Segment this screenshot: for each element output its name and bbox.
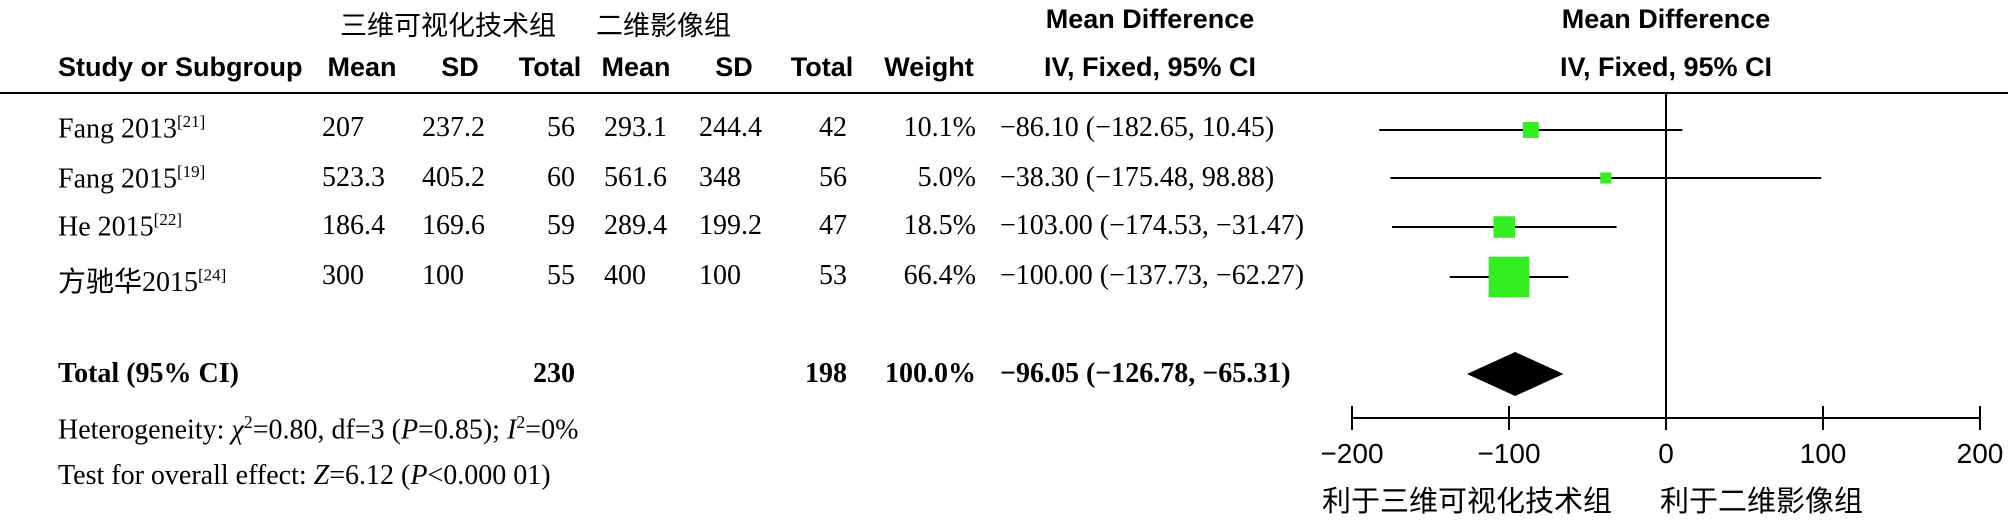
col-sd2: SD (715, 52, 753, 82)
x-tick-label: −200 (1320, 438, 1383, 469)
study-square (1600, 172, 1612, 184)
mean1-cell: 186.4 (322, 210, 385, 241)
x-tick-label: 100 (1800, 438, 1847, 469)
sd1-cell: 169.6 (422, 210, 485, 241)
n1-cell: 55 (547, 260, 575, 291)
md-title-left: Mean Difference (1045, 4, 1255, 34)
n2-cell: 56 (819, 162, 847, 193)
col-mean1: Mean (327, 52, 397, 82)
study-name: 方驰华2015[24] (58, 265, 227, 298)
overall-effect-text: Test for overall effect: Z=6.12 (P<0.000… (58, 460, 551, 491)
mean1-cell: 523.3 (322, 162, 385, 193)
sd1-cell: 237.2 (422, 112, 485, 143)
n2-cell: 42 (819, 112, 847, 143)
md-sub-right: IV, Fixed, 95% CI (1559, 52, 1773, 82)
col-total2: Total (790, 52, 854, 82)
study-square (1522, 122, 1539, 138)
sd2-cell: 244.4 (699, 112, 762, 143)
study-name: Fang 2013[21] (58, 112, 206, 145)
heterogeneity-text: Heterogeneity: χ2=0.80, df=3 (P=0.85); I… (58, 412, 579, 446)
total-ci: −96.05 (−126.78, −65.31) (1000, 358, 1291, 389)
n1-cell: 59 (547, 210, 575, 241)
group1-header: 三维可视化技术组 (340, 11, 556, 42)
mean2-cell: 400 (604, 260, 646, 291)
x-tick-label: −100 (1477, 438, 1540, 469)
sd2-cell: 199.2 (699, 210, 762, 241)
mean1-cell: 207 (322, 112, 364, 143)
n2-cell: 47 (819, 210, 847, 241)
mean2-cell: 289.4 (604, 210, 667, 241)
total-weight: 100.0% (885, 358, 976, 389)
weight-cell: 5.0% (917, 162, 976, 193)
col-total1: Total (518, 52, 582, 82)
sd2-cell: 100 (699, 260, 741, 291)
study-square (1493, 216, 1516, 238)
sd1-cell: 100 (422, 260, 464, 291)
n1-cell: 60 (547, 162, 575, 193)
col-study: Study or Subgroup (58, 52, 303, 82)
group2-header: 二维影像组 (596, 11, 731, 42)
ci-cell: −38.30 (−175.48, 98.88) (1000, 162, 1275, 193)
n1-cell: 56 (547, 112, 575, 143)
ci-cell: −103.00 (−174.53, −31.47) (1000, 210, 1305, 241)
md-title-right: Mean Difference (1561, 4, 1771, 34)
total-n1: 230 (533, 358, 575, 389)
pooled-diamond (1466, 352, 1564, 396)
study-name: Fang 2015[19] (58, 162, 206, 195)
weight-cell: 10.1% (903, 112, 976, 143)
total-n2: 198 (805, 358, 847, 389)
x-tick-label: 0 (1658, 438, 1674, 469)
n2-cell: 53 (819, 260, 847, 291)
weight-cell: 18.5% (903, 210, 976, 241)
md-sub-left: IV, Fixed, 95% CI (1043, 52, 1257, 82)
ci-cell: −86.10 (−182.65, 10.45) (1000, 112, 1275, 143)
study-square (1488, 256, 1530, 298)
col-mean2: Mean (601, 52, 671, 82)
total-label: Total (95% CI) (58, 358, 239, 389)
study-name: He 2015[22] (58, 210, 182, 243)
ci-cell: −100.00 (−137.73, −62.27) (1000, 260, 1305, 291)
col-weight: Weight (884, 52, 974, 82)
weight-cell: 66.4% (903, 260, 976, 291)
mean1-cell: 300 (322, 260, 364, 291)
mean2-cell: 561.6 (604, 162, 667, 193)
mean2-cell: 293.1 (604, 112, 667, 143)
sd1-cell: 405.2 (422, 162, 485, 193)
col-sd1: SD (441, 52, 479, 82)
x-tick-label: 200 (1957, 438, 2004, 469)
sd2-cell: 348 (699, 162, 741, 193)
